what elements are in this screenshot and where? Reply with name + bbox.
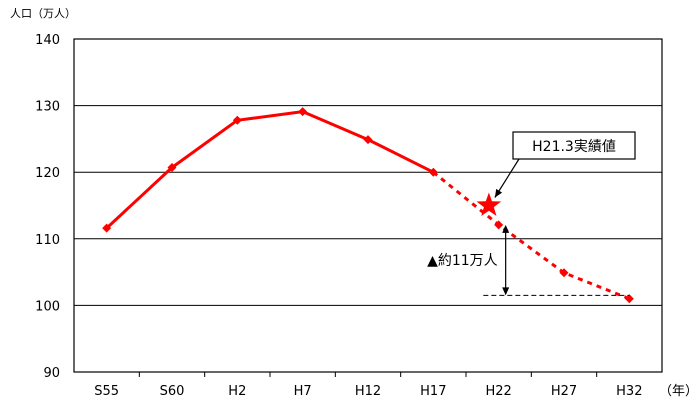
callout-arrow-head xyxy=(494,188,503,198)
data-point-marker xyxy=(624,294,634,304)
y-tick-label: 130 xyxy=(35,100,60,115)
data-point-marker xyxy=(494,220,504,230)
x-tick-label: H7 xyxy=(294,384,312,399)
projected-series-line xyxy=(432,171,630,301)
x-tick-label: H2 xyxy=(228,384,246,399)
y-tick-label: 90 xyxy=(43,366,60,381)
callout-box xyxy=(512,131,636,160)
y-tick-label: 120 xyxy=(35,166,60,181)
actual-value-star-marker xyxy=(476,192,502,216)
callout-label: H21.3実績値 xyxy=(532,139,616,155)
x-tick-label: H22 xyxy=(486,384,512,399)
plot-area xyxy=(73,38,663,373)
data-point-marker xyxy=(232,115,242,125)
data-point-marker xyxy=(102,223,112,233)
x-axis-unit-label: （年） xyxy=(659,384,697,399)
x-tick-label: S55 xyxy=(94,384,119,399)
gridlines xyxy=(74,105,662,306)
y-axis-unit-label: 人口（万人） xyxy=(10,7,76,20)
difference-arrow-head-up xyxy=(502,224,510,233)
axis-ticks: 140 130 120 110 100 90 S55 S60 H2 H7 H12 H17 H22 H27 H… xyxy=(35,33,642,399)
y-tick-label: 140 xyxy=(35,33,60,48)
data-series xyxy=(102,107,634,304)
x-tick-label: H27 xyxy=(551,384,577,399)
x-tick-label: H12 xyxy=(355,384,381,399)
data-point-marker xyxy=(363,135,373,145)
x-tick-label: S60 xyxy=(160,384,185,399)
data-point-marker xyxy=(298,107,308,117)
actual-series-line xyxy=(105,110,434,230)
data-point-marker xyxy=(559,268,569,278)
annotations: H21.3実績値 ▲約11万人 xyxy=(427,131,636,296)
difference-label: ▲約11万人 xyxy=(427,253,498,269)
y-tick-label: 110 xyxy=(35,233,60,248)
x-tick-label: H17 xyxy=(420,384,446,399)
difference-arrow-head-down xyxy=(502,287,510,296)
data-point-marker xyxy=(167,163,177,173)
y-tick-label: 100 xyxy=(35,299,60,314)
x-tick-label: H32 xyxy=(616,384,642,399)
